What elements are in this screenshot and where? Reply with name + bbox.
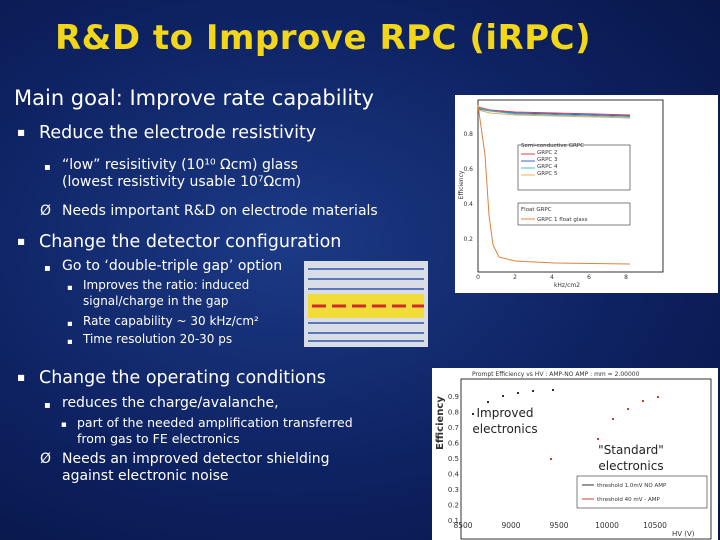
x-tick-label: 6	[587, 274, 591, 281]
sub-bullet: part of the needed amplification transfe…	[61, 415, 367, 447]
x-tick-label: 0	[476, 274, 480, 281]
bullet: Reduce the electrode resistivity	[17, 123, 316, 143]
y-tick-label: 0.7	[448, 424, 459, 432]
legend-entry: threshold 40 mV - AMP	[597, 497, 661, 503]
y-tick-label: 0.8	[463, 131, 473, 138]
y-tick-label: 0.8	[448, 409, 459, 417]
x-tick-label: 4	[550, 274, 554, 281]
x-tick-label: 10000	[595, 521, 619, 530]
legend-entry: Semi-conductive GRPC	[521, 143, 584, 149]
legend-entry: GRPC 2	[537, 150, 558, 156]
y-tick-label: 0.5	[448, 455, 459, 463]
rate-plot: 0.2 0.4 0.6 0.8 0 2 4 6 8 Efficiency kHz/cm2 Semi-c…	[455, 95, 718, 293]
legend-entry: GRPC 4	[537, 164, 558, 170]
plot-title: Prompt Efficiency vs HV : AMP-NO AMP : m…	[472, 371, 640, 378]
legend-entry: GRPC 3	[537, 157, 558, 163]
y-tick-label: 0.6	[463, 166, 473, 173]
bullet: Change the operating conditions	[17, 368, 326, 388]
annotation: "Standard" electronics	[598, 443, 664, 473]
x-tick-label: 9000	[501, 521, 520, 530]
bullet: Change the detector configuration	[17, 232, 341, 252]
arrow-point: Needs important R&D on electrode materia…	[40, 203, 378, 220]
slide-title: R&D to Improve RPC (iRPC)	[55, 18, 592, 58]
x-tick-label: 9500	[549, 521, 568, 530]
y-tick-label: 0.2	[463, 236, 473, 243]
legend-entry: GRPC 1 float glass	[537, 217, 588, 223]
x-axis-label: HV (V)	[672, 530, 695, 538]
x-axis-label: kHz/cm2	[554, 282, 580, 289]
y-tick-label: 0.1	[448, 517, 459, 525]
y-tick-label: 0.3	[448, 486, 459, 494]
x-tick-label: 2	[513, 274, 517, 281]
y-axis-label: Efficiency	[458, 170, 465, 199]
annotation: Improved electronics	[472, 406, 537, 436]
legend-entry: Float GRPC	[521, 207, 552, 213]
y-tick-label: 0.9	[448, 393, 459, 401]
sub-bullet: Go to ‘double-triple gap’ option	[44, 258, 282, 277]
y-tick-label: 0.6	[448, 440, 460, 448]
y-axis-label: Efficiency	[435, 396, 446, 450]
legend-entry: GRPC 5	[537, 171, 558, 177]
legend-entry: threshold 1.0mV NO AMP	[597, 483, 667, 489]
sub-sub-bullet: Improves the ratio: induced signal/charg…	[67, 277, 283, 309]
hv-plot: Prompt Efficiency vs HV : AMP-NO AMP : m…	[432, 368, 718, 540]
sub-bullet: “low” resisitivity (10¹⁰ Ωcm) glass (low…	[44, 157, 322, 191]
sub-bullet: reduces the charge/avalanche,	[44, 395, 279, 414]
y-tick-label: 0.2	[448, 502, 459, 510]
arrow-point: Needs an improved detector shielding aga…	[40, 451, 352, 485]
y-tick-label: 0.4	[448, 471, 460, 479]
gap-diagram	[304, 261, 428, 347]
sub-sub-bullet: Rate capability ~ 30 kHz/cm²	[67, 313, 259, 331]
x-tick-label: 8500	[453, 521, 472, 530]
x-tick-label: 10500	[643, 521, 667, 530]
sub-sub-bullet: Time resolution 20-30 ps	[67, 331, 232, 349]
y-tick-label: 0.4	[463, 201, 473, 208]
main-goal: Main goal: Improve rate capability	[14, 86, 374, 110]
x-tick-label: 8	[624, 274, 628, 281]
